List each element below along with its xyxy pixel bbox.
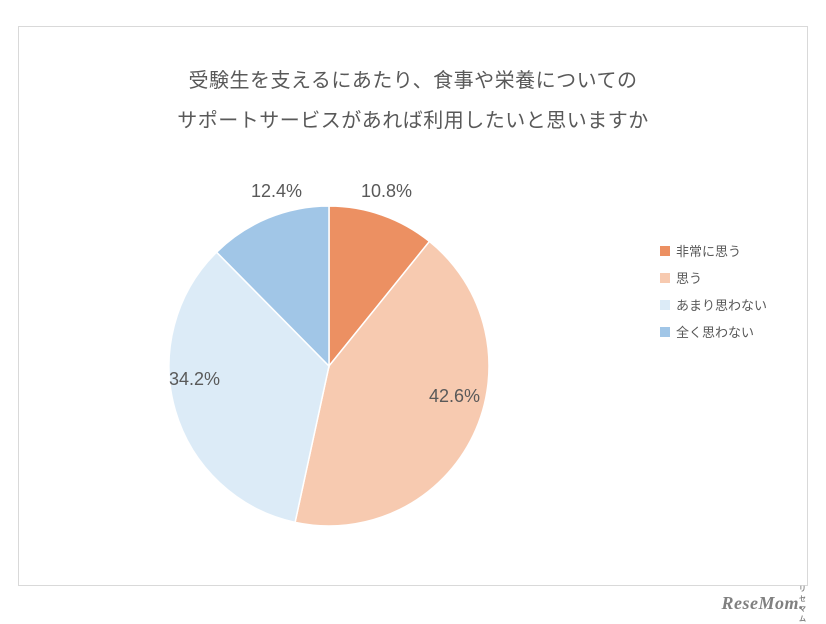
page-root: 受験生を支えるにあたり、食事や栄養についての サポートサービスがあれば利用したい…: [0, 0, 826, 620]
data-label: 34.2%: [169, 369, 220, 390]
legend-item: あまり思わない: [660, 295, 767, 314]
data-label: 12.4%: [251, 181, 302, 202]
legend-swatch: [660, 300, 670, 310]
legend-swatch: [660, 246, 670, 256]
chart-area: 10.8% 42.6% 34.2% 12.4% 非常に思う思うあまり思わない全く思わな…: [39, 151, 787, 551]
legend-item: 思う: [660, 268, 767, 287]
legend-label: 思う: [676, 268, 702, 287]
legend-item: 非常に思う: [660, 241, 767, 260]
brand-logo: ReseMom.リセマム: [722, 593, 805, 614]
legend-label: 非常に思う: [676, 241, 741, 260]
brand-dot: .リセマム: [799, 593, 804, 614]
title-line1: 受験生を支えるにあたり、食事や栄養についての: [39, 61, 787, 101]
data-label: 10.8%: [361, 181, 412, 202]
legend-item: 全く思わない: [660, 322, 767, 341]
legend-label: 全く思わない: [676, 322, 754, 341]
legend-label: あまり思わない: [676, 295, 767, 314]
chart-title: 受験生を支えるにあたり、食事や栄養についての サポートサービスがあれば利用したい…: [39, 61, 787, 141]
brand-ruby: リセマム: [799, 584, 804, 624]
pie-chart: [39, 151, 799, 551]
legend-swatch: [660, 273, 670, 283]
brand-text: ReseMom: [722, 593, 800, 613]
data-label: 42.6%: [429, 386, 480, 407]
legend-swatch: [660, 327, 670, 337]
chart-card: 受験生を支えるにあたり、食事や栄養についての サポートサービスがあれば利用したい…: [18, 26, 808, 586]
title-line2: サポートサービスがあれば利用したいと思いますか: [39, 101, 787, 141]
legend: 非常に思う思うあまり思わない全く思わない: [660, 241, 767, 349]
